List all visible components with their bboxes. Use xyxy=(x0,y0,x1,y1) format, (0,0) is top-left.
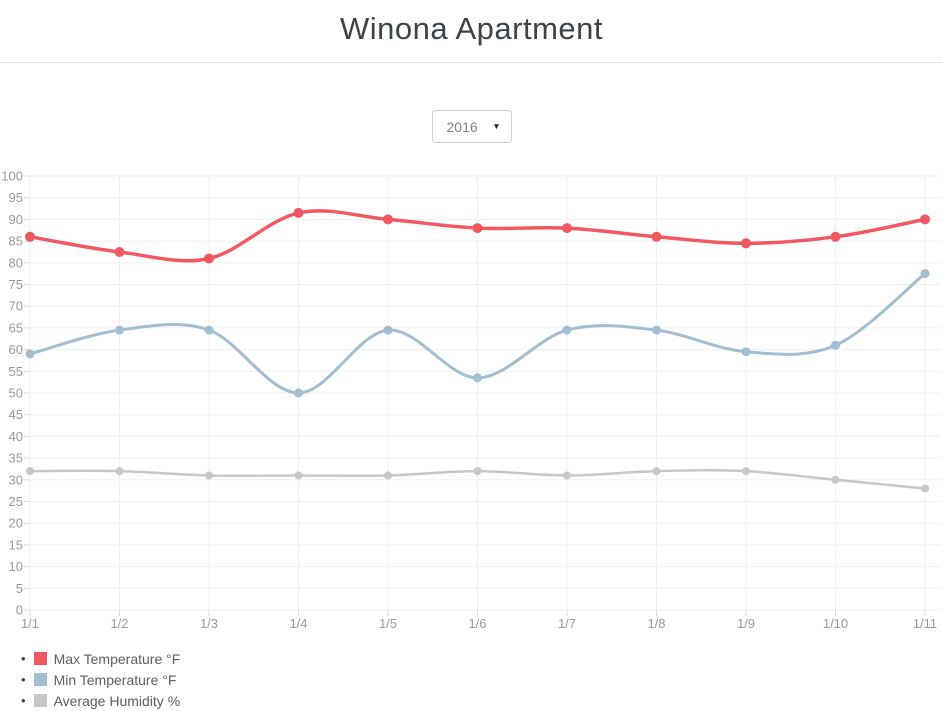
y-tick-label: 10 xyxy=(9,559,23,574)
header: Winona Apartment xyxy=(0,0,943,63)
x-tick-label: 1/9 xyxy=(737,616,755,631)
x-tick-label: 1/11 xyxy=(913,616,937,631)
y-tick-label: 15 xyxy=(9,537,23,552)
min-temperature-f-point-1/5 xyxy=(383,325,393,335)
min-temperature-f-point-1/8 xyxy=(652,325,661,335)
min-temperature-f-point-1/2 xyxy=(115,325,124,335)
max-temperature-f-point-1/9 xyxy=(741,238,751,249)
min-temperature-f-point-1/1 xyxy=(25,349,35,359)
y-tick-label: 30 xyxy=(9,472,23,487)
min-temperature-f-point-1/11 xyxy=(920,269,930,279)
max-temperature-f-point-1/11 xyxy=(920,214,930,225)
legend-label-min-temperature: Min Temperature °F xyxy=(53,671,177,688)
average-humidity-point-1/2 xyxy=(115,467,124,476)
legend-item-min-temperature: Min Temperature °F xyxy=(21,669,943,690)
x-tick-label: 1/1 xyxy=(21,616,39,631)
average-humidity-point-1/8 xyxy=(652,467,661,476)
max-temperature-f-point-1/10 xyxy=(830,231,841,242)
max-temperature-f-point-1/1 xyxy=(25,231,35,242)
y-tick-label: 25 xyxy=(9,494,23,509)
min-temperature-f-point-1/4 xyxy=(294,388,303,398)
year-filter-bar: 2016 ▼ xyxy=(0,110,943,143)
y-tick-label: 20 xyxy=(9,516,23,531)
year-select-wrap: 2016 ▼ xyxy=(431,110,512,143)
x-tick-label: 1/5 xyxy=(379,616,397,631)
x-tick-label: 1/8 xyxy=(647,616,665,631)
max-temperature-f-point-1/6 xyxy=(472,223,483,234)
min-temperature-f-point-1/3 xyxy=(204,325,214,335)
x-tick-label: 1/2 xyxy=(110,616,128,631)
min-temperature-f-point-1/10 xyxy=(831,340,840,350)
min-temperature-f-point-1/7 xyxy=(562,325,572,335)
average-humidity-point-1/9 xyxy=(742,467,750,476)
y-tick-label: 65 xyxy=(9,320,23,335)
x-tick-label: 1/7 xyxy=(558,616,576,631)
legend-label-average-humidity: Average Humidity % xyxy=(53,692,181,709)
y-tick-label: 80 xyxy=(9,255,23,270)
average-humidity-point-1/5 xyxy=(384,471,392,480)
y-tick-label: 0 xyxy=(16,603,23,618)
max-temperature-f-point-1/2 xyxy=(114,247,125,257)
y-tick-label: 50 xyxy=(9,386,23,401)
y-tick-label: 95 xyxy=(9,190,23,205)
max-temperature-f-point-1/8 xyxy=(651,231,662,242)
average-humidity-point-1/7 xyxy=(563,471,571,480)
y-tick-label: 40 xyxy=(9,429,23,444)
chart-legend: Max Temperature °F Min Temperature °F Av… xyxy=(0,648,943,711)
max-temperature-f-point-1/5 xyxy=(383,214,393,225)
average-humidity-point-1/3 xyxy=(205,471,213,480)
y-tick-label: 100 xyxy=(1,169,23,184)
x-tick-label: 1/10 xyxy=(823,616,848,631)
average-humidity-point-1/10 xyxy=(831,475,840,484)
legend-item-average-humidity: Average Humidity % xyxy=(21,690,943,711)
x-tick-label: 1/3 xyxy=(200,616,218,631)
y-tick-label: 5 xyxy=(16,581,23,596)
year-select[interactable]: 2016 xyxy=(431,110,512,143)
temperature-humidity-line-chart: 0 5 10 15 20 25 30 35 40 45 50 55 60 65 70 75 80 85 90 95 10… xyxy=(1,169,941,631)
average-humidity-point-1/4 xyxy=(294,471,303,480)
average-humidity-point-1/11 xyxy=(921,484,929,493)
average-humidity-point-1/6 xyxy=(473,467,482,476)
chart-area: 0 5 10 15 20 25 30 35 40 45 50 55 60 65 70 75 80 85 90 95 10… xyxy=(0,160,943,640)
y-tick-label: 55 xyxy=(9,364,23,379)
page-title: Winona Apartment xyxy=(339,11,604,46)
y-tick-label: 60 xyxy=(9,342,23,357)
legend-swatch-average-humidity xyxy=(33,694,47,707)
x-tick-label: 1/4 xyxy=(289,616,307,631)
y-tick-label: 70 xyxy=(9,299,23,314)
y-tick-label: 45 xyxy=(9,407,23,422)
max-temperature-f-point-1/3 xyxy=(204,253,214,264)
y-tick-label: 85 xyxy=(9,234,23,249)
max-temperature-f-point-1/4 xyxy=(293,207,304,218)
legend-swatch-min-temperature xyxy=(33,673,47,686)
y-tick-label: 75 xyxy=(9,277,23,292)
min-temperature-f-point-1/6 xyxy=(473,373,482,383)
y-tick-label: 90 xyxy=(9,212,23,227)
min-temperature-f-point-1/9 xyxy=(741,347,751,357)
x-tick-label: 1/6 xyxy=(468,616,486,631)
y-tick-label: 35 xyxy=(9,451,23,466)
legend-item-max-temperature: Max Temperature °F xyxy=(21,648,943,669)
average-humidity-point-1/1 xyxy=(26,467,34,476)
max-temperature-f-point-1/7 xyxy=(562,223,572,234)
legend-swatch-max-temperature xyxy=(33,652,47,665)
legend-label-max-temperature: Max Temperature °F xyxy=(53,650,181,667)
